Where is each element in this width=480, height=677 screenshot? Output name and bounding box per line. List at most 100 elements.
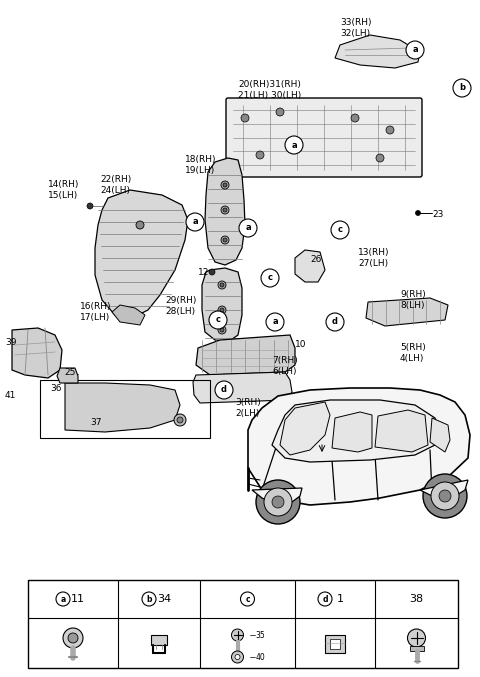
Bar xyxy=(409,646,423,651)
Bar xyxy=(28,580,458,668)
Text: 6(LH): 6(LH) xyxy=(272,367,297,376)
Bar xyxy=(151,635,167,645)
Text: 29(RH): 29(RH) xyxy=(165,296,196,305)
Text: 18(RH): 18(RH) xyxy=(185,155,216,164)
Circle shape xyxy=(376,154,384,162)
Polygon shape xyxy=(248,388,470,505)
Circle shape xyxy=(240,592,254,606)
Circle shape xyxy=(239,219,257,237)
Polygon shape xyxy=(430,418,450,452)
Text: 22(RH): 22(RH) xyxy=(100,175,131,184)
Text: a: a xyxy=(245,223,251,232)
Polygon shape xyxy=(205,158,245,265)
Polygon shape xyxy=(252,488,302,504)
Circle shape xyxy=(142,592,156,606)
Text: d: d xyxy=(332,318,338,326)
Circle shape xyxy=(453,79,471,97)
Text: 34: 34 xyxy=(157,594,171,604)
Polygon shape xyxy=(272,400,440,462)
Text: 36: 36 xyxy=(50,384,61,393)
Text: 11: 11 xyxy=(71,594,85,604)
Circle shape xyxy=(209,311,227,329)
Circle shape xyxy=(266,313,284,331)
Text: 28(LH): 28(LH) xyxy=(165,307,195,316)
Text: c: c xyxy=(337,225,343,234)
Circle shape xyxy=(218,306,226,314)
Text: 14(RH): 14(RH) xyxy=(48,180,79,189)
Text: d: d xyxy=(221,385,227,395)
Circle shape xyxy=(56,592,70,606)
Text: 8(LH): 8(LH) xyxy=(400,301,424,310)
Text: 19(LH): 19(LH) xyxy=(185,166,215,175)
Text: c: c xyxy=(245,594,250,603)
Text: 23: 23 xyxy=(432,210,444,219)
Text: 37: 37 xyxy=(90,418,101,427)
Text: d: d xyxy=(322,594,328,603)
Circle shape xyxy=(221,181,229,189)
Circle shape xyxy=(326,313,344,331)
Circle shape xyxy=(223,238,227,242)
Polygon shape xyxy=(202,268,242,342)
Circle shape xyxy=(68,633,78,643)
Text: 27(LH): 27(LH) xyxy=(358,259,388,268)
Circle shape xyxy=(231,629,243,641)
Circle shape xyxy=(439,490,451,502)
Circle shape xyxy=(87,203,93,209)
Polygon shape xyxy=(295,250,325,282)
Circle shape xyxy=(416,211,420,215)
Text: a: a xyxy=(412,45,418,55)
Text: 1: 1 xyxy=(336,594,344,604)
Circle shape xyxy=(285,136,303,154)
Polygon shape xyxy=(196,335,295,375)
Circle shape xyxy=(186,213,204,231)
Circle shape xyxy=(431,482,459,510)
Text: 7(RH): 7(RH) xyxy=(272,356,298,365)
Text: 24(LH): 24(LH) xyxy=(100,186,130,195)
Text: 12: 12 xyxy=(198,268,209,277)
Text: 38: 38 xyxy=(409,594,423,604)
Text: c: c xyxy=(267,274,273,282)
Polygon shape xyxy=(375,410,428,452)
Polygon shape xyxy=(335,35,420,68)
Circle shape xyxy=(209,269,215,275)
Circle shape xyxy=(174,414,186,426)
Text: 26: 26 xyxy=(310,255,322,264)
Circle shape xyxy=(351,114,359,122)
Text: 21(LH) 30(LH): 21(LH) 30(LH) xyxy=(238,91,301,100)
Circle shape xyxy=(220,283,224,287)
Text: 32(LH): 32(LH) xyxy=(340,29,370,38)
Circle shape xyxy=(221,236,229,244)
Circle shape xyxy=(256,151,264,159)
Bar xyxy=(325,635,345,653)
Circle shape xyxy=(221,206,229,214)
Circle shape xyxy=(261,269,279,287)
Polygon shape xyxy=(65,383,180,432)
Circle shape xyxy=(408,629,425,647)
Text: a: a xyxy=(60,594,66,603)
Text: 9(RH): 9(RH) xyxy=(400,290,426,299)
Circle shape xyxy=(218,281,226,289)
Text: 39: 39 xyxy=(5,338,16,347)
Text: c: c xyxy=(216,315,220,324)
Circle shape xyxy=(220,328,224,332)
Text: b: b xyxy=(146,594,152,603)
Circle shape xyxy=(136,221,144,229)
Text: 25: 25 xyxy=(64,368,75,377)
Polygon shape xyxy=(366,298,448,326)
Text: 4(LH): 4(LH) xyxy=(400,354,424,363)
Text: a: a xyxy=(272,318,278,326)
Circle shape xyxy=(386,126,394,134)
Text: 16(RH): 16(RH) xyxy=(80,302,111,311)
Text: a: a xyxy=(291,141,297,150)
Text: 20(RH)31(RH): 20(RH)31(RH) xyxy=(238,80,301,89)
Text: 35: 35 xyxy=(255,630,265,640)
Circle shape xyxy=(235,655,240,659)
Polygon shape xyxy=(420,480,468,498)
Circle shape xyxy=(264,488,292,516)
Polygon shape xyxy=(193,372,292,403)
FancyBboxPatch shape xyxy=(226,98,422,177)
Circle shape xyxy=(220,308,224,312)
Circle shape xyxy=(331,221,349,239)
Text: 17(LH): 17(LH) xyxy=(80,313,110,322)
Circle shape xyxy=(423,474,467,518)
